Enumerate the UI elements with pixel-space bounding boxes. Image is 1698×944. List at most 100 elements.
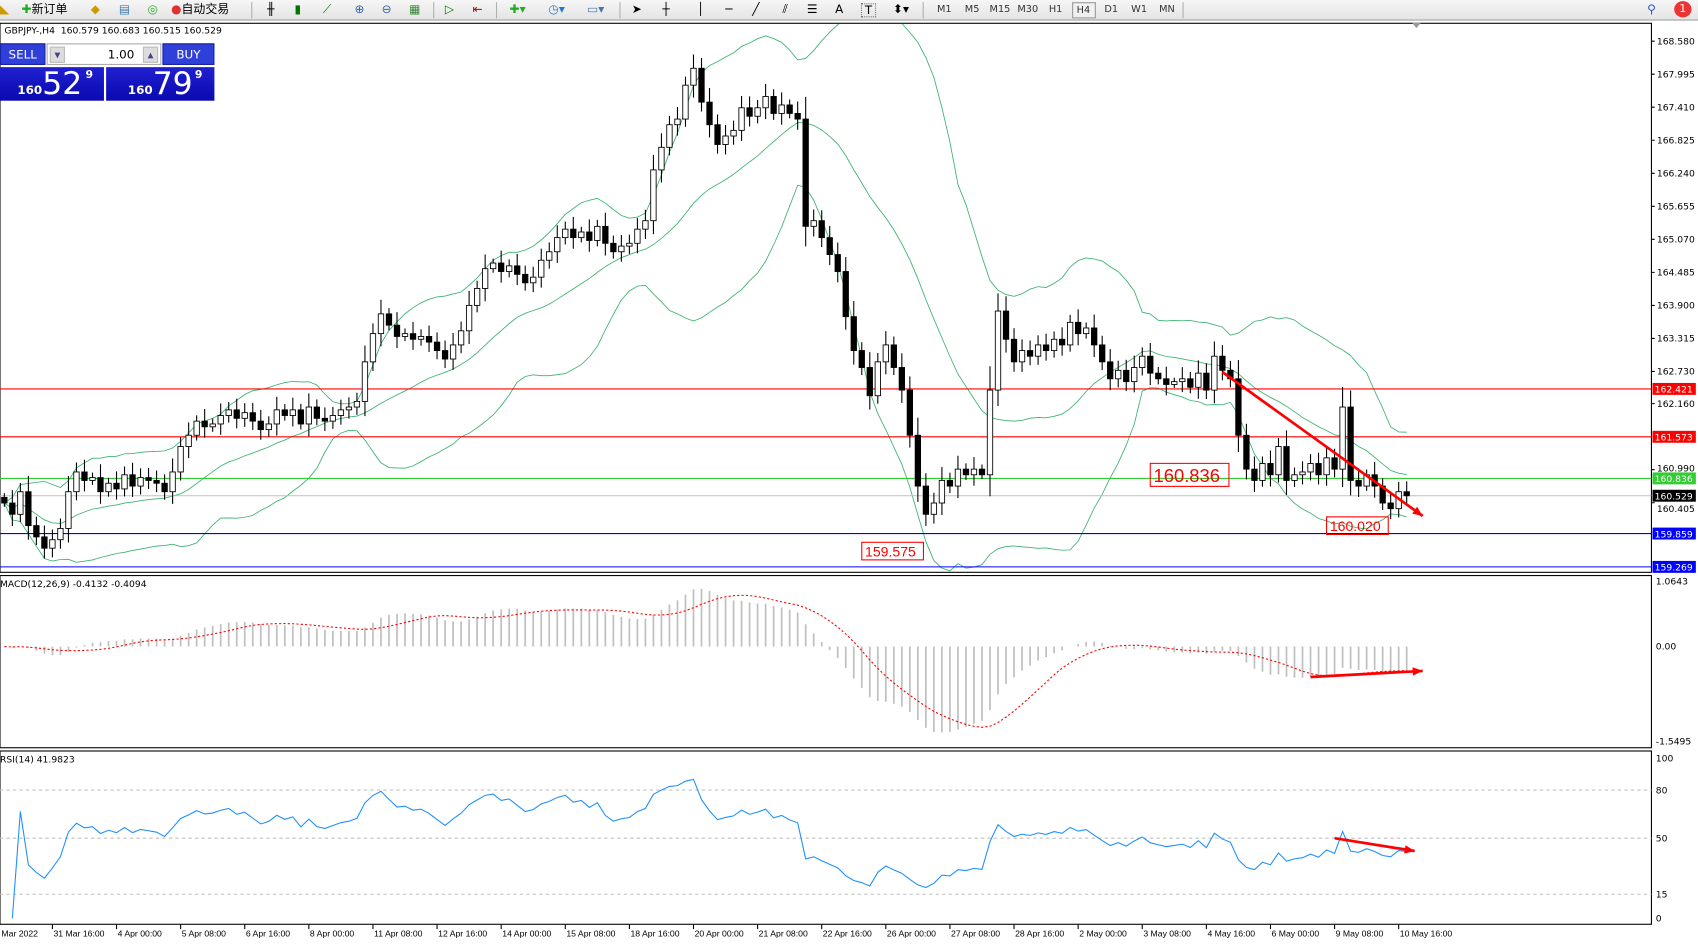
candle: [209, 418, 216, 432]
bearish-candle-body: [498, 262, 505, 272]
bearish-candle-body: [794, 112, 801, 120]
timeframe-mn[interactable]: MN: [1159, 4, 1175, 16]
partial-icon[interactable]: ◣: [0, 2, 10, 17]
candle: [33, 516, 40, 545]
candle: [650, 154, 657, 235]
candle: [321, 407, 329, 431]
bearish-candle-body: [866, 367, 873, 397]
sell-button[interactable]: SELL: [0, 43, 46, 65]
candle: [642, 209, 649, 239]
timeframe-h1[interactable]: H1: [1048, 4, 1063, 16]
buy-button[interactable]: BUY: [162, 43, 215, 65]
notifications-badge[interactable]: 1: [1674, 1, 1692, 18]
sell-price-box[interactable]: 160 52 9: [0, 65, 104, 102]
zoom-in-icon[interactable]: ⊕: [354, 2, 365, 17]
time-tick-label: 21 Apr 08:00: [759, 929, 808, 939]
bearish-candle-body: [1235, 378, 1242, 436]
chart-shift-marker: [1412, 22, 1421, 29]
lot-increase-button[interactable]: ▲: [142, 46, 159, 63]
bearish-candle-body: [714, 124, 721, 145]
timeframe-m15[interactable]: M15: [989, 4, 1011, 16]
bullish-candle-body: [690, 67, 697, 86]
indicators-dropdown[interactable]: ✚▾: [509, 2, 526, 17]
data-window-icon[interactable]: ▤: [118, 2, 131, 17]
candle: [666, 115, 673, 156]
candle: [1203, 363, 1210, 400]
zoom-out-icon[interactable]: ⊖: [381, 2, 392, 17]
candle: [177, 437, 184, 481]
timeframe-m30[interactable]: M30: [1017, 4, 1039, 16]
vertical-line-icon[interactable]: │: [697, 2, 705, 17]
periods-dropdown[interactable]: ◷▾: [548, 2, 565, 17]
auto-trading-button[interactable]: ●自动交易: [171, 2, 230, 17]
buy-price-box[interactable]: 160 79 9: [106, 65, 215, 102]
chart-shift-icon[interactable]: ⇤: [472, 2, 483, 17]
bullish-candle-body: [449, 344, 457, 360]
channel-icon[interactable]: ⫽: [782, 2, 788, 17]
candle: [674, 107, 681, 136]
line-chart-icon[interactable]: ⟋: [322, 2, 332, 17]
fibonacci-icon[interactable]: ☰: [806, 2, 818, 17]
bullish-candle-body: [634, 228, 641, 244]
candle: [1147, 342, 1154, 386]
candle: [1002, 296, 1010, 353]
candle: [113, 471, 120, 500]
arrows-dropdown[interactable]: ⬍▾: [892, 2, 909, 17]
toolbar-separator: [1182, 2, 1184, 19]
text-tool-icon[interactable]: A: [835, 2, 844, 17]
bullish-candle-body: [738, 107, 745, 131]
new-order-button[interactable]: ✚新订单: [21, 2, 68, 17]
macd-pane-frame: [0, 575, 1652, 749]
candle: [554, 225, 561, 263]
candle: [506, 259, 513, 278]
candle: [25, 475, 32, 540]
candle: [249, 402, 256, 430]
time-tick-label: 2 May 00:00: [1079, 929, 1127, 939]
bearish-candle-body: [746, 107, 753, 117]
bar-chart-icon[interactable]: ╫: [267, 2, 275, 17]
candle: [866, 352, 873, 410]
price-level-tag: [1652, 560, 1696, 573]
bullish-candle-body: [169, 471, 176, 493]
price-tick-label: 165.655: [1657, 202, 1695, 213]
bearish-candle-body: [1315, 463, 1322, 476]
price-tick-label: 162.730: [1657, 367, 1695, 378]
candle: [1155, 367, 1162, 385]
timeframe-h4[interactable]: H4: [1071, 2, 1096, 19]
price-tick-label: 163.900: [1657, 301, 1695, 312]
auto-scroll-icon[interactable]: ▷: [444, 2, 454, 17]
cursor-icon[interactable]: ➤: [631, 2, 642, 17]
rsi-title: RSI(14) 41.9823: [0, 754, 75, 765]
candle: [658, 133, 665, 183]
search-icon[interactable]: ⚲: [1647, 2, 1656, 17]
bearish-candle-body: [770, 96, 777, 114]
price-tick-label: 160.990: [1657, 463, 1695, 474]
templates-dropdown[interactable]: ▭▾: [586, 2, 605, 17]
timeframe-m1[interactable]: M1: [936, 4, 952, 16]
bearish-candle-body: [1203, 372, 1210, 391]
timeframe-w1[interactable]: W1: [1131, 4, 1148, 16]
candlestick-chart-icon[interactable]: ▮: [294, 2, 302, 17]
tile-windows-icon[interactable]: ▦: [409, 2, 421, 17]
bearish-candle-body: [698, 67, 705, 103]
candle: [393, 312, 401, 349]
trendline-icon[interactable]: ╱: [752, 2, 760, 17]
bearish-candle-body: [706, 101, 713, 126]
timeframe-d1[interactable]: D1: [1104, 4, 1119, 16]
horizontal-line-icon[interactable]: ─: [725, 2, 733, 17]
bullish-candle-body: [57, 527, 64, 541]
bullish-candle-body: [337, 409, 345, 416]
candle: [738, 96, 745, 141]
lot-decrease-button[interactable]: ▼: [49, 46, 65, 63]
timeframe-m5[interactable]: M5: [964, 4, 980, 16]
market-watch-icon[interactable]: ◆: [90, 2, 100, 17]
navigator-icon[interactable]: ◎: [147, 2, 158, 17]
lot-size-input[interactable]: 1.00: [107, 47, 135, 62]
bullish-candle-body: [754, 107, 761, 117]
bullish-candle-body: [49, 539, 56, 549]
text-label-icon[interactable]: T: [860, 3, 877, 18]
candle: [1163, 366, 1170, 396]
crosshair-icon[interactable]: ┼: [662, 2, 670, 17]
price-annotation-text: 159.575: [865, 544, 916, 560]
